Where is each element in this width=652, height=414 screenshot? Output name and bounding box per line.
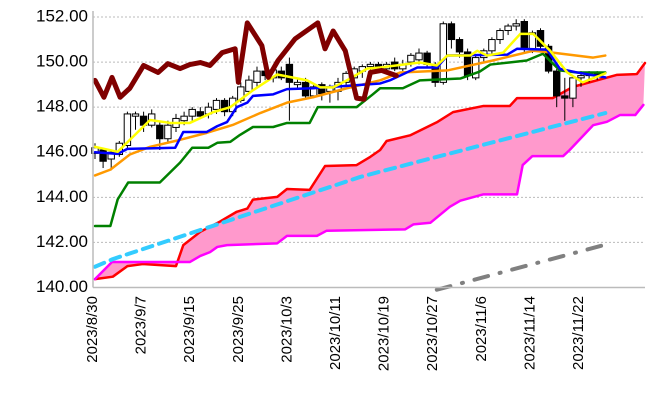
x-tick-label: 2023/11/14 [521,296,538,370]
candle [131,111,140,130]
x-tick-label: 2023/10/19 [376,296,393,371]
x-axis-labels: 2023/8/30 2023/9/7 2023/9/15 2023/9/25 2023/… [84,296,587,371]
ichimoku-cloud [95,62,645,280]
candle-body [220,99,229,113]
candle-body [439,23,448,83]
candle [496,28,504,45]
y-axis-labels: 140.00 142.00 144.00 146.00 148.00 150.00 152.… [36,6,88,296]
candle-body [188,108,196,117]
candle [561,77,569,121]
long-term-trend-cyan-line [93,111,608,269]
candle [472,55,480,81]
x-tick-label: 2023/11/22 [570,296,587,370]
y-tick-label: 142.00 [36,232,88,251]
candle [148,109,156,128]
candle-body [488,39,496,52]
candle [504,23,512,36]
x-tick-label: 2023/9/15 [181,296,198,363]
candle [318,82,326,101]
y-tick-label: 148.00 [36,97,88,116]
candle-body [164,124,172,140]
candle-body [496,30,504,41]
candle [164,120,172,144]
candle-body [504,25,512,32]
x-tick-label: 2023/10/27 [424,296,441,371]
x-tick-label: 2023/9/7 [133,296,150,354]
candle [488,37,496,56]
senkou-span-b-line [93,103,645,281]
candle-body [561,95,569,99]
candle [447,21,456,49]
y-tick-label: 152.00 [36,6,88,25]
candle-body [512,23,520,27]
candle [99,147,107,169]
orange-line-line [93,49,607,177]
green-line-line [93,52,607,228]
candle-body [293,81,302,86]
y-tick-label: 140.00 [36,277,88,296]
x-tick-label: 2023/10/11 [327,296,344,370]
candle-body [577,75,585,79]
series-lines-front [92,20,607,228]
candle [220,98,229,117]
candle [569,75,577,108]
candle-body [472,57,480,79]
gridlines [93,16,645,243]
x-tick-label: 2023/8/30 [84,296,101,363]
y-tick-label: 146.00 [36,142,88,161]
x-tick-label: 2023/11/6 [473,296,490,362]
candle-body [253,70,261,83]
candle [293,77,302,90]
candle-body [366,63,375,68]
cloud-fill [95,62,645,280]
candle [277,66,286,81]
axes [92,11,645,289]
candle-body [156,124,164,140]
candle [439,21,448,85]
candle-body [196,111,205,117]
candle [253,66,261,87]
x-tick-label: 2023/9/25 [230,296,247,363]
candle-body [553,70,561,97]
candle-body [569,77,577,99]
series-lines-back [93,61,647,292]
candle-body [123,113,132,146]
candle [366,62,375,72]
y-tick-label: 150.00 [36,52,88,71]
candle [553,68,561,108]
senkou-span-a-line [93,61,647,281]
candle-body [245,79,253,92]
candle-body [131,113,140,117]
candle-body [407,54,415,63]
x-tick-label: 2023/10/3 [278,296,295,363]
candle [512,19,520,31]
candle-body [99,149,107,162]
candle-body [180,115,188,122]
long-term-trend-gray-line [434,242,608,292]
candle-body [455,39,464,53]
candle [245,75,253,94]
kijun-sen-line [93,47,607,156]
candle [188,107,196,121]
candle-body [285,63,294,83]
candle-body [415,52,423,61]
candle-body [212,99,221,110]
y-tick-label: 144.00 [36,187,88,206]
candle-body [447,23,456,41]
chikou-span-line [92,20,399,102]
tenkan-sen-line [93,32,607,154]
candle [196,107,205,119]
